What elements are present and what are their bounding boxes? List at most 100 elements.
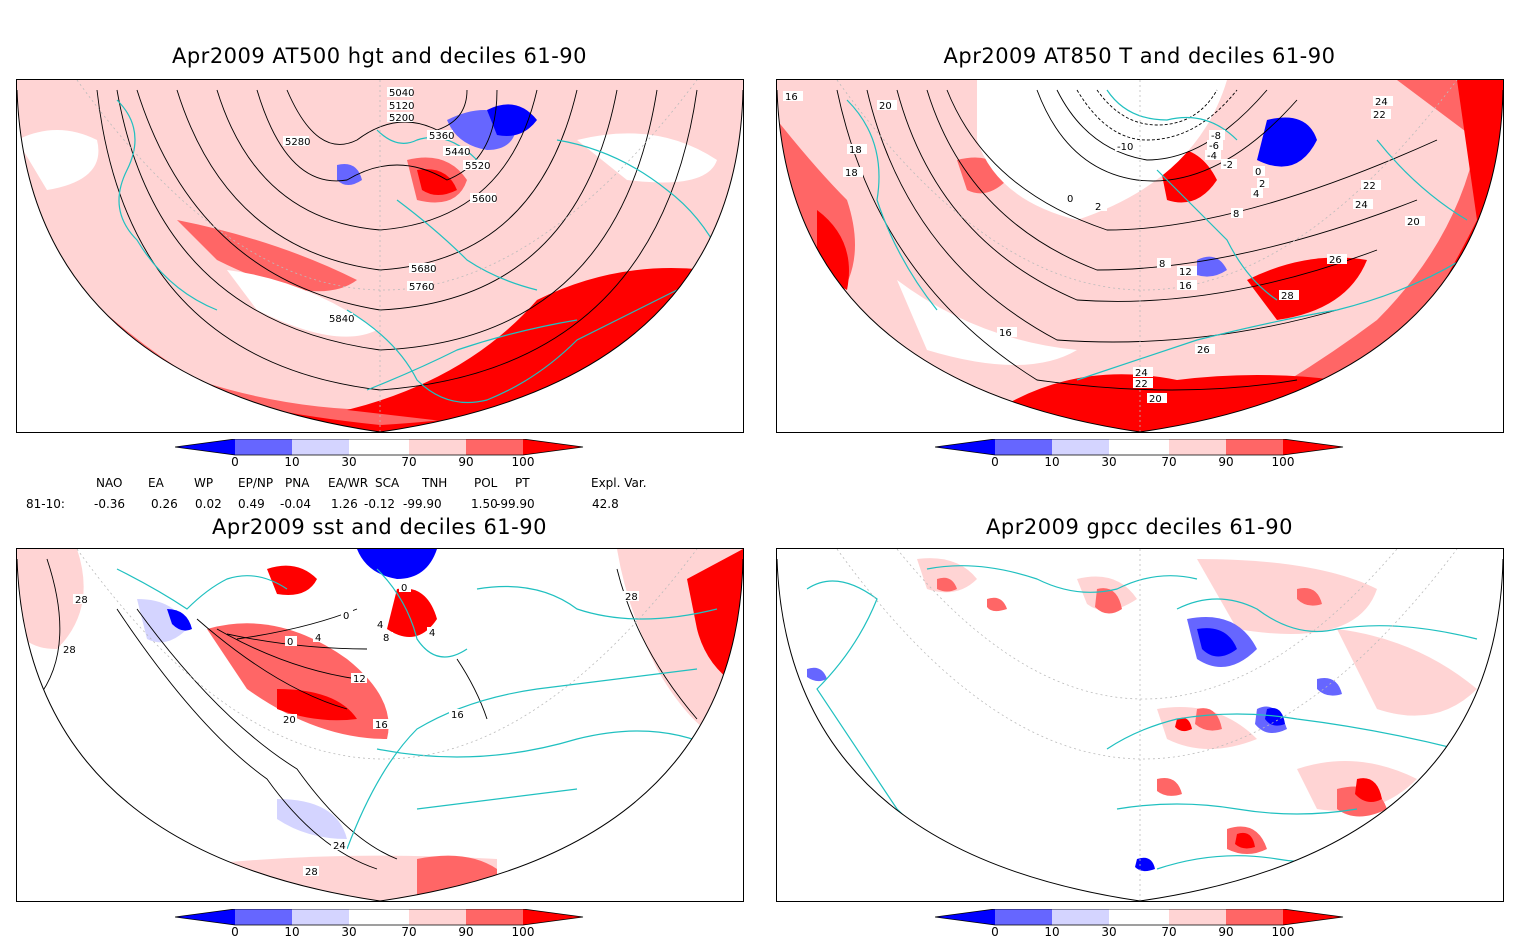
- index-header-pna: PNA: [285, 476, 310, 490]
- colorbar-label: 30: [341, 455, 357, 469]
- contour-label: 0: [1067, 194, 1073, 205]
- contour-label: 20: [879, 101, 892, 112]
- index-header-nao: NAO: [96, 476, 123, 490]
- colorbar-label: 90: [458, 455, 474, 469]
- contour-label: 0: [1255, 167, 1261, 178]
- panel-title-at850: Apr2009 AT850 T and deciles 61-90: [943, 44, 1336, 68]
- index-header-pol: POL: [474, 476, 498, 490]
- colorbar-at500: 0 10 30 70 90 100: [174, 438, 585, 469]
- colorbar-label: 70: [1161, 925, 1177, 939]
- colorbar-label: 0: [231, 455, 239, 469]
- contour-label: 8: [1159, 259, 1165, 270]
- contour-label: 20: [1407, 217, 1420, 228]
- contour-label: 16: [375, 720, 388, 731]
- contour-label: 28: [1281, 291, 1294, 302]
- panel-title-at500: Apr2009 AT500 hgt and deciles 61-90: [171, 44, 588, 68]
- contour-label: 4: [1253, 189, 1259, 200]
- colorbar-label: 10: [1044, 925, 1060, 939]
- contour-label: 28: [63, 645, 76, 656]
- panel-title-sst: Apr2009 sst and deciles 61-90: [212, 515, 547, 539]
- contour-label: 18: [845, 168, 858, 179]
- panel-title-gpcc: Apr2009 gpcc deciles 61-90: [986, 515, 1293, 539]
- contour-label: -6: [1209, 141, 1219, 152]
- contour-label: 16: [1179, 281, 1192, 292]
- contour-label: 5600: [472, 194, 497, 205]
- contour-label: 20: [1149, 394, 1162, 405]
- contour-label: 4: [315, 633, 321, 644]
- contour-label: -8: [1211, 131, 1221, 142]
- index-header-pt: PT: [515, 476, 530, 490]
- colorbar-label: 0: [991, 455, 999, 469]
- contour-label: -2: [1223, 160, 1233, 171]
- index-header-expl-var: Expl. Var.: [591, 476, 647, 490]
- contour-label: 5040: [389, 88, 414, 99]
- index-value-expl-var: 42.8: [592, 497, 619, 511]
- colorbar-label: 10: [1044, 455, 1060, 469]
- colorbar-at850: 0 10 30 70 90 100: [934, 438, 1345, 469]
- contour-label: 24: [1375, 97, 1388, 108]
- contour-label: 16: [999, 328, 1012, 339]
- index-header-eawr: EA/WR: [328, 476, 369, 490]
- index-row-label: 81-10:: [26, 497, 65, 511]
- contour-label: 5280: [285, 137, 310, 148]
- colorbar-label: 100: [511, 455, 535, 469]
- index-value-nao: -0.36: [94, 497, 126, 511]
- contour-label: 2: [1095, 202, 1101, 213]
- map-at850: 16 20 18 18 0 2 -10 -8 -6 -4 -2 0 2 4 8 …: [776, 79, 1504, 433]
- contour-label: 22: [1135, 379, 1148, 390]
- contour-label: 2: [1259, 179, 1265, 190]
- contour-label: 8: [383, 633, 389, 644]
- contour-label: 5680: [411, 264, 436, 275]
- colorbar-label: 100: [511, 925, 535, 939]
- contour-label: 22: [1363, 181, 1376, 192]
- index-value-sca: -0.12: [364, 497, 396, 511]
- contour-label: 28: [625, 592, 638, 603]
- colorbar-label: 10: [284, 925, 300, 939]
- contour-label: 12: [1179, 267, 1192, 278]
- contour-label: 5760: [409, 282, 434, 293]
- colorbar-label: 10: [284, 455, 300, 469]
- index-value-wp: 0.02: [195, 497, 222, 511]
- contour-label: 12: [353, 674, 366, 685]
- index-value-pt: -99.90: [496, 497, 535, 511]
- contour-label: 16: [451, 710, 464, 721]
- index-header-wp: WP: [194, 476, 214, 490]
- colorbar-ramp: [934, 438, 1344, 456]
- contour-label: 5520: [465, 161, 490, 172]
- contour-label: 0: [287, 637, 293, 648]
- contour-label: 0: [343, 611, 349, 622]
- contour-label: 28: [75, 595, 88, 606]
- contour-label: 28: [305, 867, 318, 878]
- index-value-epnp: 0.49: [238, 497, 265, 511]
- index-value-tnh: -99.90: [403, 497, 442, 511]
- contour-label: 26: [1197, 345, 1210, 356]
- colorbar-label: 30: [1101, 925, 1117, 939]
- contour-label: 22: [1373, 110, 1386, 121]
- map-sst: 28 28 0 4 0 4 8 4 0 12 16 20 16 24 28 28: [16, 548, 744, 902]
- contour-label: -4: [1207, 151, 1217, 162]
- contour-label: 24: [333, 841, 346, 852]
- contour-label: -10: [1117, 142, 1133, 153]
- colorbar-ramp: [174, 438, 584, 456]
- contour-label: 0: [401, 583, 407, 594]
- colorbar-label: 0: [231, 925, 239, 939]
- contour-label: 20: [283, 715, 296, 726]
- colorbar-label: 90: [1218, 925, 1234, 939]
- index-header-ea: EA: [148, 476, 164, 490]
- colorbar-label: 70: [401, 925, 417, 939]
- contour-label: 24: [1355, 200, 1368, 211]
- colorbar-label: 30: [341, 925, 357, 939]
- colorbar-label: 70: [401, 455, 417, 469]
- colorbar-gpcc: 0 10 30 70 90 100: [934, 908, 1345, 939]
- index-header-epnp: EP/NP: [238, 476, 274, 490]
- contour-label: 5360: [429, 131, 454, 142]
- contour-label: 5200: [389, 113, 414, 124]
- contour-label: 18: [849, 145, 862, 156]
- index-header-sca: SCA: [375, 476, 400, 490]
- index-value-ea: 0.26: [151, 497, 178, 511]
- colorbar-label: 100: [1271, 455, 1295, 469]
- index-header-tnh: TNH: [422, 476, 448, 490]
- colorbar-label: 0: [991, 925, 999, 939]
- index-value-eawr: 1.26: [331, 497, 358, 511]
- contour-label: 5440: [445, 147, 470, 158]
